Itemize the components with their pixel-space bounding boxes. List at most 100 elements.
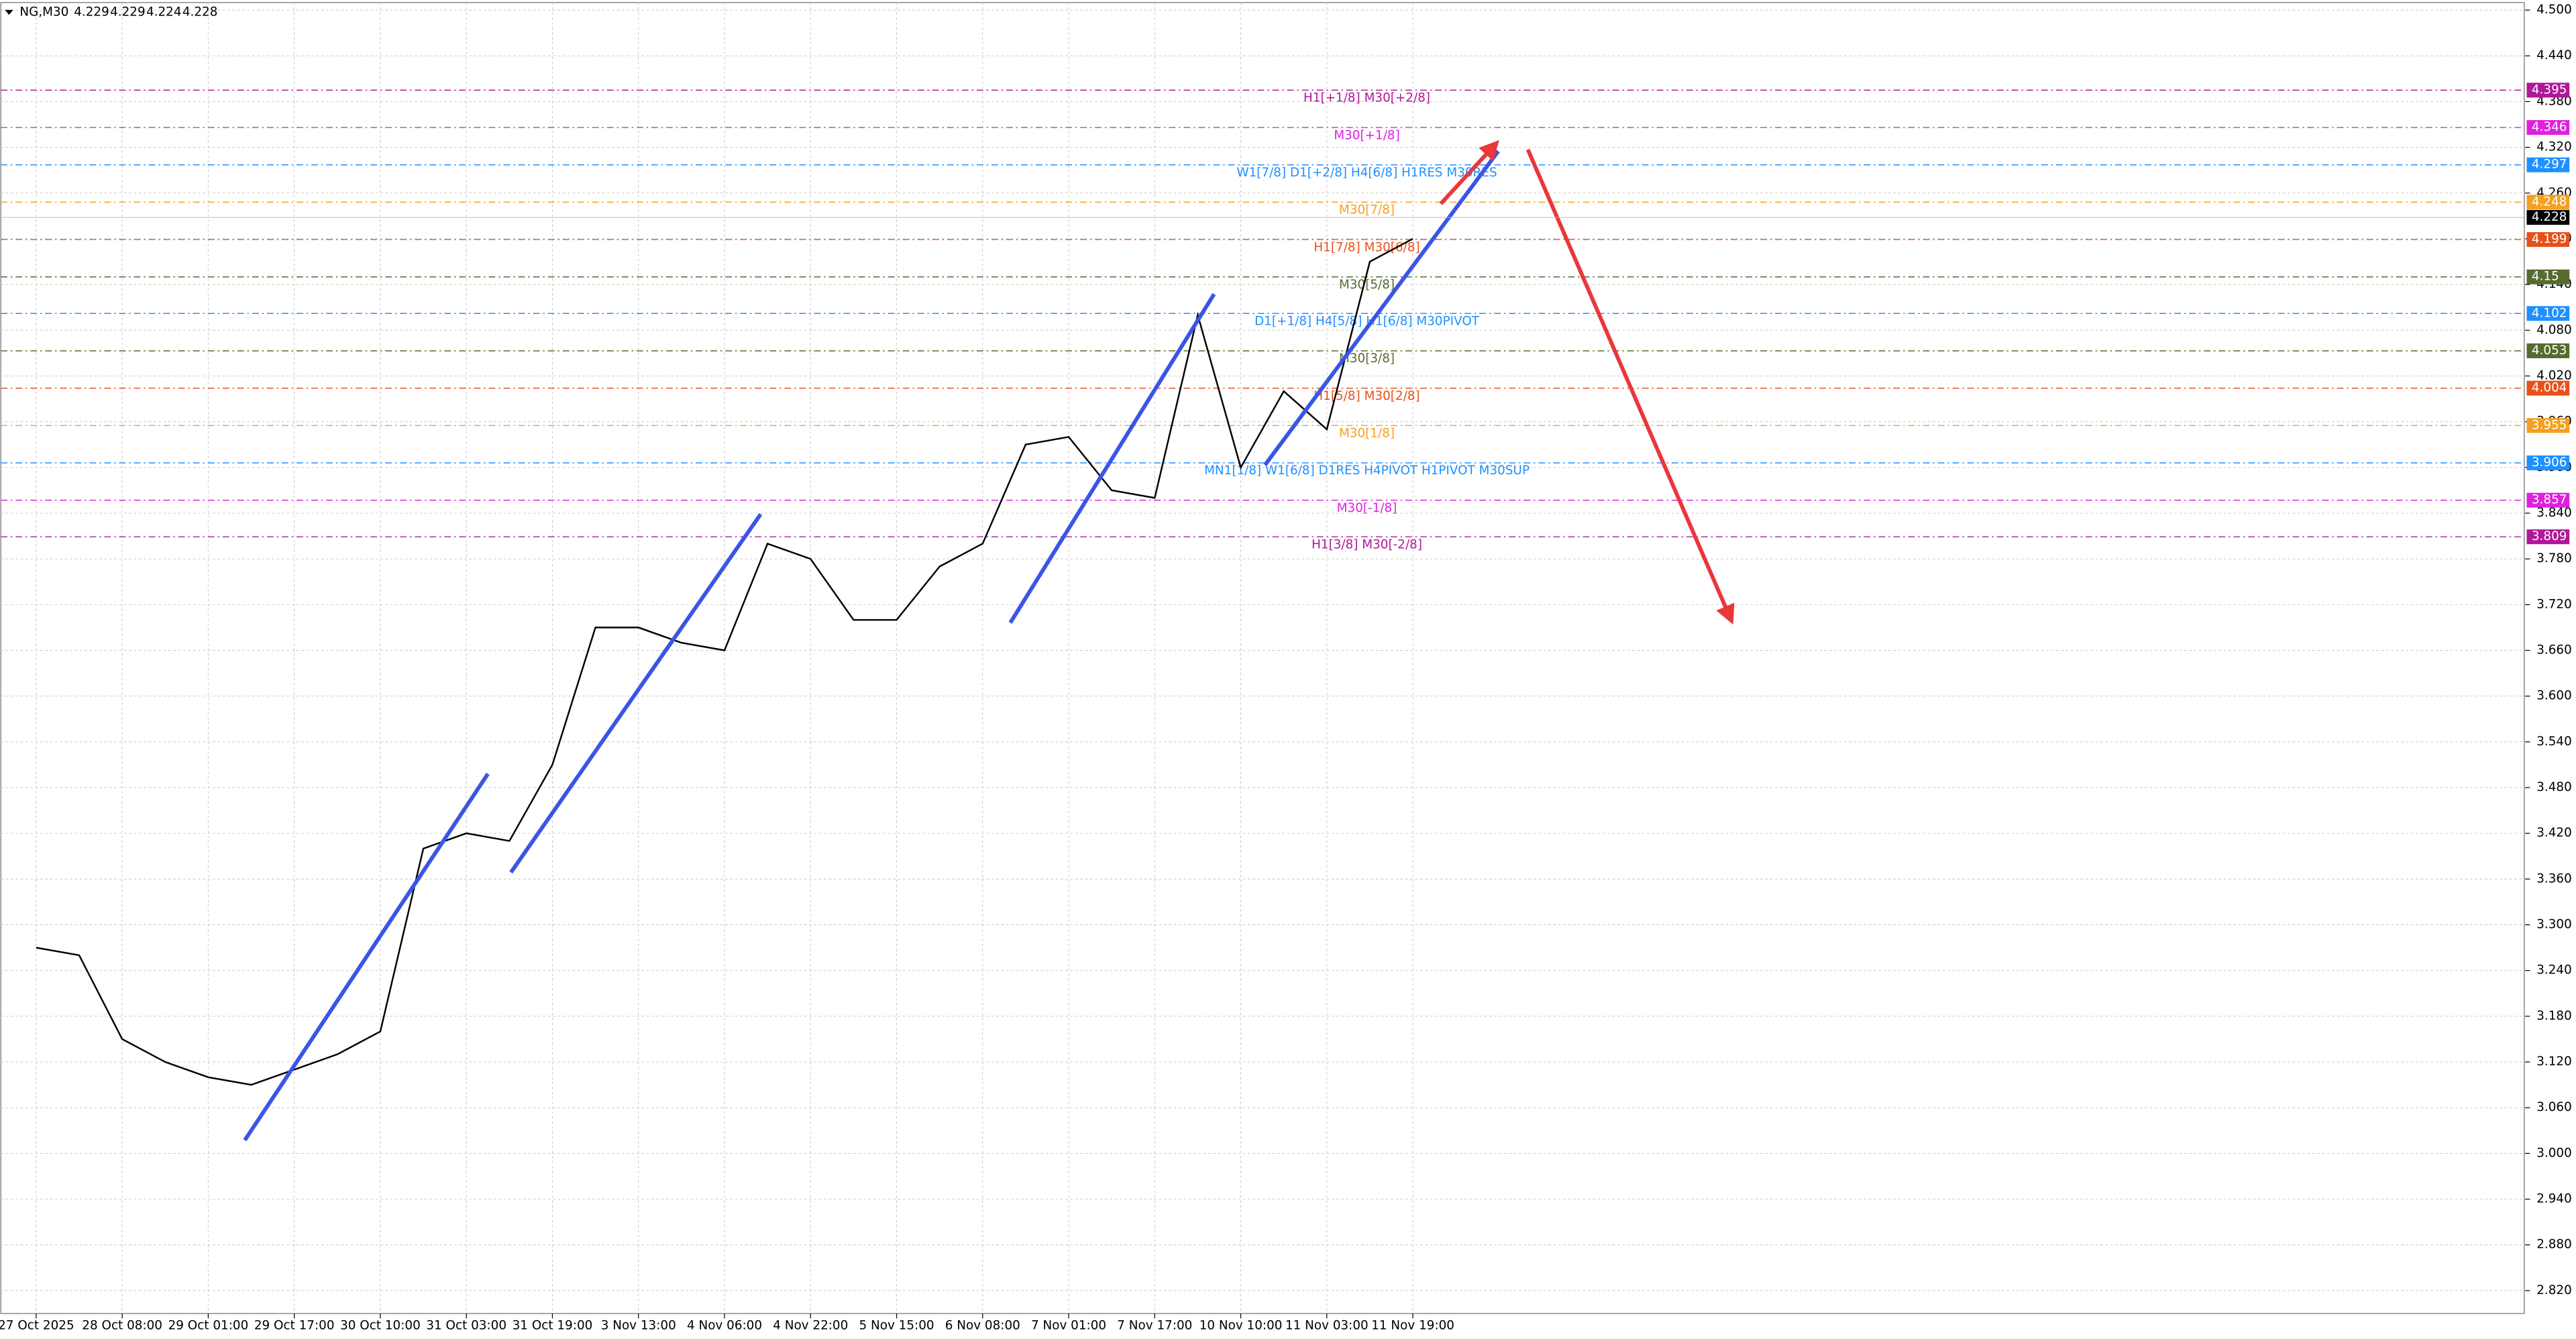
price-tag-label: 3.857 bbox=[2532, 493, 2567, 507]
y-tick-label: 3.780 bbox=[2536, 551, 2572, 566]
y-tick-label: 4.080 bbox=[2536, 323, 2572, 337]
y-tick-label: 3.420 bbox=[2536, 826, 2572, 840]
y-tick-label: 3.720 bbox=[2536, 597, 2572, 611]
price-tag bbox=[2526, 83, 2570, 98]
x-tick-label: 11 Nov 03:00 bbox=[1285, 1318, 1368, 1332]
level-label: D1[+1/8] H4[5/8] H1[6/8] M30PIVOT bbox=[1254, 315, 1480, 329]
y-tick-label: 3.660 bbox=[2536, 643, 2572, 657]
level-label: H1[3/8] M30[-2/8] bbox=[1311, 537, 1422, 551]
y-tick-label: 3.060 bbox=[2536, 1100, 2572, 1114]
level-label: H1[7/8] M30[6/8] bbox=[1313, 240, 1419, 254]
y-tick-label: 3.360 bbox=[2536, 871, 2572, 886]
x-tick-label: 31 Oct 19:00 bbox=[513, 1318, 593, 1332]
high: 4.229 bbox=[110, 5, 146, 19]
price-tag bbox=[2526, 195, 2570, 210]
trend-line bbox=[1263, 150, 1500, 466]
price-tag bbox=[2526, 343, 2570, 358]
level-label: M30[5/8] bbox=[1339, 278, 1395, 292]
x-tick-label: 11 Nov 19:00 bbox=[1371, 1318, 1454, 1332]
price-tag bbox=[2526, 529, 2570, 545]
price-tag bbox=[2526, 157, 2570, 172]
arrow-down bbox=[1525, 148, 1735, 625]
x-tick-label: 4 Nov 06:00 bbox=[687, 1318, 762, 1332]
level-label: M30[3/8] bbox=[1339, 352, 1395, 366]
y-tick-label: 4.320 bbox=[2536, 140, 2572, 154]
level-label: M30[+1/8] bbox=[1334, 128, 1399, 142]
price-tag-label: 3.906 bbox=[2532, 456, 2567, 470]
level-label: M30[-1/8] bbox=[1337, 501, 1397, 515]
y-tick-label: 3.480 bbox=[2536, 780, 2572, 794]
current-price-tag bbox=[2526, 210, 2570, 225]
price-tag bbox=[2526, 455, 2570, 471]
x-tick-label: 4 Nov 22:00 bbox=[773, 1318, 848, 1332]
level-label: H1[+1/8] M30[+2/8] bbox=[1303, 91, 1430, 105]
price-tag-label: 4.053 bbox=[2532, 343, 2567, 358]
price-tag-label: 3.955 bbox=[2532, 418, 2567, 432]
close: 4.228 bbox=[182, 5, 218, 19]
y-tick-label: 4.380 bbox=[2536, 94, 2572, 108]
price-tag bbox=[2526, 306, 2570, 321]
trend-drawings bbox=[243, 140, 1735, 1142]
grid bbox=[1, 2, 2524, 1314]
open: 4.229 bbox=[74, 5, 109, 19]
y-tick-label: 3.120 bbox=[2536, 1055, 2572, 1069]
y-tick-label: 4.440 bbox=[2536, 48, 2572, 62]
x-tick-label: 7 Nov 17:00 bbox=[1117, 1318, 1192, 1332]
y-tick-label: 3.540 bbox=[2536, 735, 2572, 749]
x-tick-label: 6 Nov 08:00 bbox=[945, 1318, 1020, 1332]
price-line bbox=[36, 237, 1413, 1086]
x-tick-label: 28 Oct 08:00 bbox=[82, 1318, 162, 1332]
price-tag-label: 4.004 bbox=[2532, 381, 2567, 395]
price-axis: 2.820 2.880 2.940 3.000 3.060 3.120 3.180 3.240… bbox=[0, 3, 2572, 1332]
x-tick-label: 27 Oct 2025 bbox=[0, 1318, 74, 1332]
level-label: M30[7/8] bbox=[1339, 203, 1395, 217]
price-tag bbox=[2526, 380, 2570, 396]
x-tick-label: 31 Oct 03:00 bbox=[426, 1318, 506, 1332]
x-tick-label: 30 Oct 10:00 bbox=[340, 1318, 421, 1332]
y-tick-label: 3.240 bbox=[2536, 963, 2572, 977]
trend-line bbox=[1008, 292, 1216, 624]
y-tick-label: 3.180 bbox=[2536, 1009, 2572, 1023]
price-tag bbox=[2526, 418, 2570, 433]
price-tag-label: 4.346 bbox=[2532, 120, 2567, 134]
x-tick-label: 3 Nov 13:00 bbox=[601, 1318, 676, 1332]
price-tag-label: 4.395 bbox=[2532, 83, 2567, 97]
levels: H1[+1/8] M30[+2/8] M30[+1/8] W1[7/8] D1[+2… bbox=[1, 89, 2524, 551]
y-tick-label: 2.820 bbox=[2536, 1283, 2572, 1297]
x-tick-label: 29 Oct 17:00 bbox=[254, 1318, 335, 1332]
price-tag-label: 4.199 bbox=[2532, 232, 2567, 246]
trend-line bbox=[243, 772, 490, 1142]
price-tag-label: 4.102 bbox=[2532, 306, 2567, 320]
level-label: M30[1/8] bbox=[1339, 427, 1395, 441]
y-tick-label: 3.000 bbox=[2536, 1146, 2572, 1160]
arrow-up bbox=[1439, 140, 1499, 205]
price-tag bbox=[2526, 232, 2570, 248]
symbol: NG,M30 bbox=[19, 5, 68, 19]
price-tag-label: 4.15 bbox=[2532, 270, 2559, 284]
x-tick-label: 7 Nov 01:00 bbox=[1031, 1318, 1106, 1332]
x-tick-label: 10 Nov 10:00 bbox=[1199, 1318, 1283, 1332]
low: 4.224 bbox=[146, 5, 182, 19]
current-price-label: 4.228 bbox=[2532, 210, 2567, 224]
y-tick-label: 4.500 bbox=[2536, 3, 2572, 17]
x-tick-label: 29 Oct 01:00 bbox=[168, 1318, 249, 1332]
x-tick-label: 5 Nov 15:00 bbox=[859, 1318, 934, 1332]
price-tag-label: 4.297 bbox=[2532, 158, 2567, 172]
y-tick-label: 2.940 bbox=[2536, 1192, 2572, 1206]
price-tag bbox=[2526, 269, 2570, 284]
price-tag bbox=[2526, 492, 2570, 508]
trend-line bbox=[509, 513, 763, 874]
y-tick-label: 2.880 bbox=[2536, 1238, 2572, 1252]
y-tick-label: 3.600 bbox=[2536, 689, 2572, 703]
series bbox=[36, 237, 1413, 1086]
y-tick-label: 3.840 bbox=[2536, 506, 2572, 520]
level-label: W1[7/8] D1[+2/8] H4[6/8] H1RES M30RES bbox=[1236, 166, 1497, 180]
menu-triangle[interactable] bbox=[5, 9, 13, 15]
price-tag bbox=[2526, 120, 2570, 136]
plot-frame bbox=[0, 1, 2525, 1314]
level-label: MN1[1/8] W1[6/8] D1RES H4PIVOT H1PIVOT M… bbox=[1204, 464, 1529, 478]
price-tag-label: 3.809 bbox=[2532, 529, 2567, 543]
header: NG,M30 4.229 4.229 4.224 4.228 bbox=[5, 5, 217, 19]
